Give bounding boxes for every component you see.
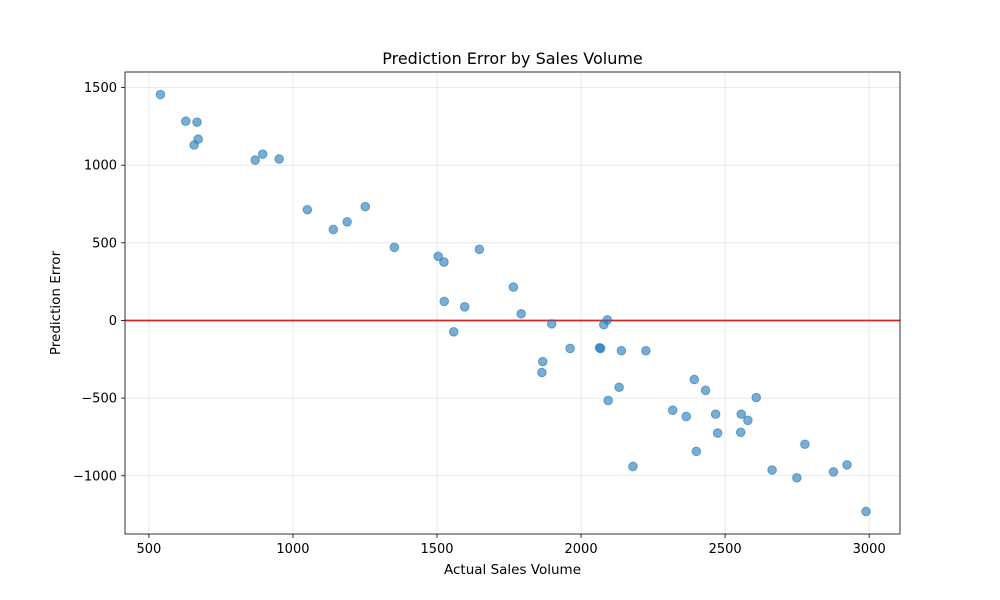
scatter-point xyxy=(474,244,485,255)
scatter-point xyxy=(691,446,702,457)
scatter-point xyxy=(389,242,400,253)
scatter-point xyxy=(861,506,871,517)
scatter-point xyxy=(508,282,519,292)
scatter-point xyxy=(767,465,777,475)
scatter-point xyxy=(681,411,692,422)
scatter-point xyxy=(641,345,651,356)
scatter-point xyxy=(250,155,261,165)
scatter-point xyxy=(537,356,548,367)
y-tick-label: −1000 xyxy=(73,469,117,484)
scatter-point xyxy=(192,117,202,127)
scatter-point xyxy=(602,315,613,325)
y-tick-label: 1500 xyxy=(84,81,117,96)
x-axis-label: Actual Sales Volume xyxy=(444,562,581,578)
y-tick-label: 1000 xyxy=(84,159,117,174)
scatter-point xyxy=(712,428,723,438)
scatter-point xyxy=(842,460,852,470)
scatter-point xyxy=(700,385,711,396)
scatter-point xyxy=(257,149,268,159)
x-tick-label: 2000 xyxy=(565,542,598,557)
y-tick-label: 0 xyxy=(109,314,117,329)
scatter-point xyxy=(155,89,166,100)
scatter-point xyxy=(360,201,371,212)
plot-frame xyxy=(124,71,901,535)
data-points xyxy=(155,89,871,517)
scatter-point xyxy=(614,382,624,393)
scatter-point xyxy=(439,257,449,267)
scatter-point xyxy=(667,405,678,416)
scatter-point xyxy=(828,467,839,477)
scatter-point xyxy=(302,204,313,215)
x-tick-label: 3000 xyxy=(853,542,886,557)
scatter-point xyxy=(743,415,753,426)
scatter-point xyxy=(792,472,802,483)
scatter-point xyxy=(516,308,526,319)
scatter-point xyxy=(565,343,575,354)
x-tick-label: 2500 xyxy=(709,542,742,557)
scatter-point xyxy=(448,327,459,337)
scatter-point xyxy=(595,343,606,354)
scatter-point xyxy=(546,319,557,329)
x-tick-label: 500 xyxy=(136,542,161,557)
chart-title: Prediction Error by Sales Volume xyxy=(382,49,643,68)
scatter-point xyxy=(342,217,352,227)
scatter-point xyxy=(537,367,547,378)
scatter-point xyxy=(800,439,810,450)
scatter-point xyxy=(628,461,638,472)
scatter-point xyxy=(751,392,762,403)
x-tick-label: 1500 xyxy=(420,542,453,557)
y-tick-label: 500 xyxy=(92,236,117,251)
scatter-point xyxy=(689,374,700,385)
scatter-point xyxy=(180,116,191,127)
scatter-point xyxy=(274,154,284,164)
scatter-point xyxy=(459,302,470,312)
scatter-point xyxy=(439,296,450,307)
x-axis-ticks: 500 1000 1500 2000 2500 3000 xyxy=(136,534,886,557)
scatter-point xyxy=(616,345,627,356)
scatter-point xyxy=(710,409,721,419)
scatter-point xyxy=(603,395,613,406)
y-axis-label: Prediction Error xyxy=(48,250,64,355)
scatter-point xyxy=(735,427,746,438)
x-tick-label: 1000 xyxy=(276,542,309,557)
y-tick-label: −500 xyxy=(81,392,117,407)
scatter-point xyxy=(433,251,443,262)
scatter-point xyxy=(189,140,199,150)
scatter-point xyxy=(328,224,339,235)
y-axis-ticks: −1000 −500 0 500 1000 1500 xyxy=(73,81,125,484)
scatter-point xyxy=(736,409,747,419)
